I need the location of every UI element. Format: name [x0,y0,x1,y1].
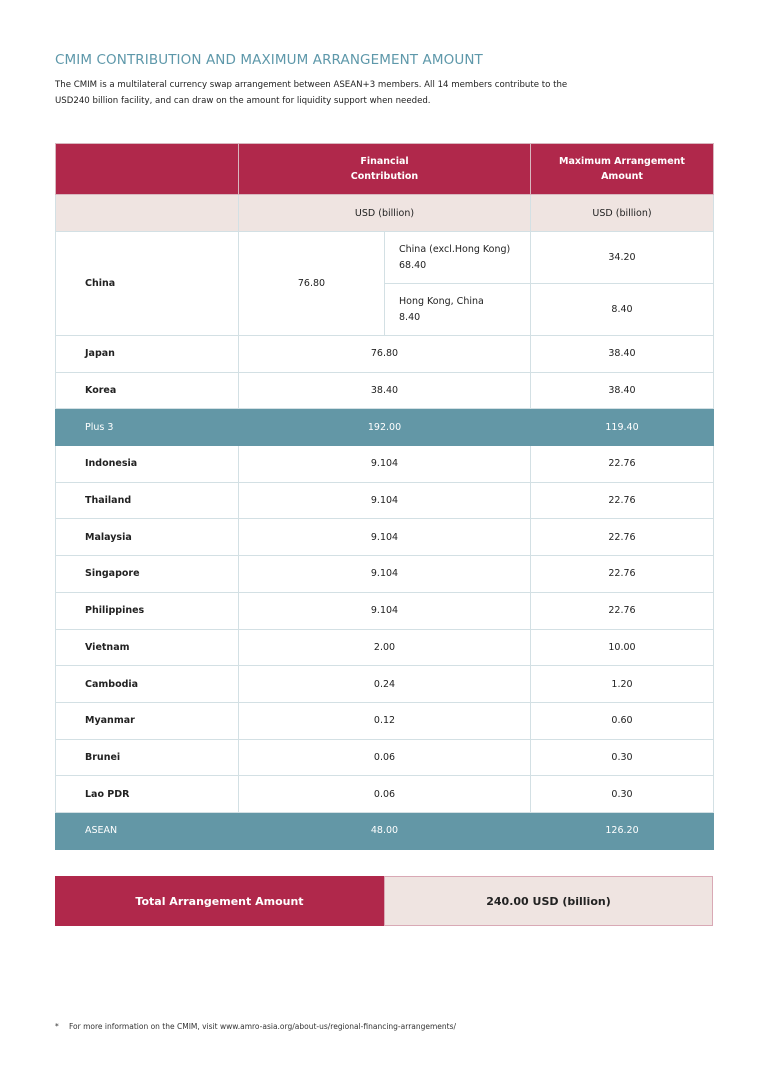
table-row-hong-kong: Hong Kong, China 8.40 8.40 [56,283,714,336]
member-name: Vietnam [55,628,239,667]
member-name: Lao PDR [55,775,239,813]
total-arrangement: Total Arrangement Amount 240.00 USD (bil… [55,876,713,926]
summary-row: ASEAN 48.00 126.20 [55,811,714,850]
table-row: Japan 76.80 38.40 [55,335,714,373]
max-value: 0.30 [530,738,714,777]
intro-text: The CMIM is a multilateral currency swap… [55,80,568,106]
table-row: Malaysia 9.104 22.76 [55,518,714,557]
member-name: China [55,231,239,336]
max-value: 8.40 [530,283,714,336]
table-row: Cambodia 0.24 1.20 [55,665,714,703]
max-value: 126.20 [530,811,714,850]
contribution-value: 48.00 [238,811,531,850]
contribution-value: 38.40 [238,371,531,410]
header-max: Maximum Arrangement Amount [530,143,714,195]
footnote-text: For more information on the CMIM, visit … [69,1022,457,1031]
max-value: 38.40 [530,371,714,410]
contribution-value: 2.00 [238,628,531,667]
member-name: Singapore [55,555,239,593]
contribution-value: 9.104 [238,445,531,483]
max-value: 38.40 [530,335,714,373]
max-value: 1.20 [530,665,714,703]
member-name: Philippines [55,591,239,630]
member-name: Brunei [55,738,239,777]
member-name: Plus 3 [55,408,239,447]
table-row: Lao PDR 0.06 0.30 [55,775,714,813]
table-row: Thailand 9.104 22.76 [55,481,714,520]
member-name: Thailand [55,481,239,520]
units-max: USD (billion) [530,194,714,232]
max-value: 22.76 [530,445,714,483]
contribution-value: 76.80 [238,335,531,373]
member-name: Malaysia [55,518,239,557]
max-value: 119.40 [530,408,714,447]
contribution-value: 192.00 [238,408,531,447]
contribution-value: 0.24 [238,665,531,703]
contribution-value: 9.104 [238,481,531,520]
max-value: 34.20 [530,231,714,284]
table-row: Vietnam 2.00 10.00 [55,628,714,667]
sub-member: Hong Kong, China 8.40 [384,283,531,336]
contribution-value: 9.104 [238,555,531,593]
max-value: 10.00 [530,628,714,667]
summary-row: Plus 3 192.00 119.40 [55,408,714,447]
contribution-value: 0.12 [238,701,531,740]
contribution-value: 0.06 [238,738,531,777]
header-blank [55,143,239,195]
max-value: 22.76 [530,518,714,557]
sub-member: China (excl.Hong Kong) 68.40 [384,231,531,284]
table-row: Korea 38.40 38.40 [55,371,714,410]
footnote-marker: * [55,1022,59,1031]
member-name: Indonesia [55,445,239,483]
total-value: 240.00 USD (billion) [384,876,713,926]
table-row-china: China 76.80 China (excl.Hong Kong) 68.40 … [55,231,714,336]
member-name: Korea [55,371,239,410]
cmim-table: Financial Contribution Maximum Arrangeme… [55,143,714,850]
table-row: Indonesia 9.104 22.76 [55,445,714,483]
contribution-value: 9.104 [238,518,531,557]
table-row: Myanmar 0.12 0.60 [55,701,714,740]
member-name: Japan [55,335,239,373]
contribution-value: 9.104 [238,591,531,630]
max-value: 22.76 [530,481,714,520]
header-contribution: Financial Contribution [238,143,531,195]
table-row: Philippines 9.104 22.76 [55,591,714,630]
max-value: 22.76 [530,591,714,630]
header-row: Financial Contribution Maximum Arrangeme… [55,143,714,195]
max-value: 0.60 [530,701,714,740]
page-title: CMIM CONTRIBUTION AND MAXIMUM ARRANGEMEN… [55,52,483,68]
table-row: Singapore 9.104 22.76 [55,555,714,593]
footnote: * For more information on the CMIM, visit… [55,1022,456,1031]
member-name: Myanmar [55,701,239,740]
contribution-value: 76.80 [238,231,385,336]
total-label: Total Arrangement Amount [55,876,384,926]
table-row: Brunei 0.06 0.30 [55,738,714,777]
max-value: 0.30 [530,775,714,813]
units-row: USD (billion) USD (billion) [55,194,714,232]
member-name: ASEAN [55,811,239,850]
member-name: Cambodia [55,665,239,703]
contribution-value: 0.06 [238,775,531,813]
max-value: 22.76 [530,555,714,593]
units-contribution: USD (billion) [238,194,531,232]
